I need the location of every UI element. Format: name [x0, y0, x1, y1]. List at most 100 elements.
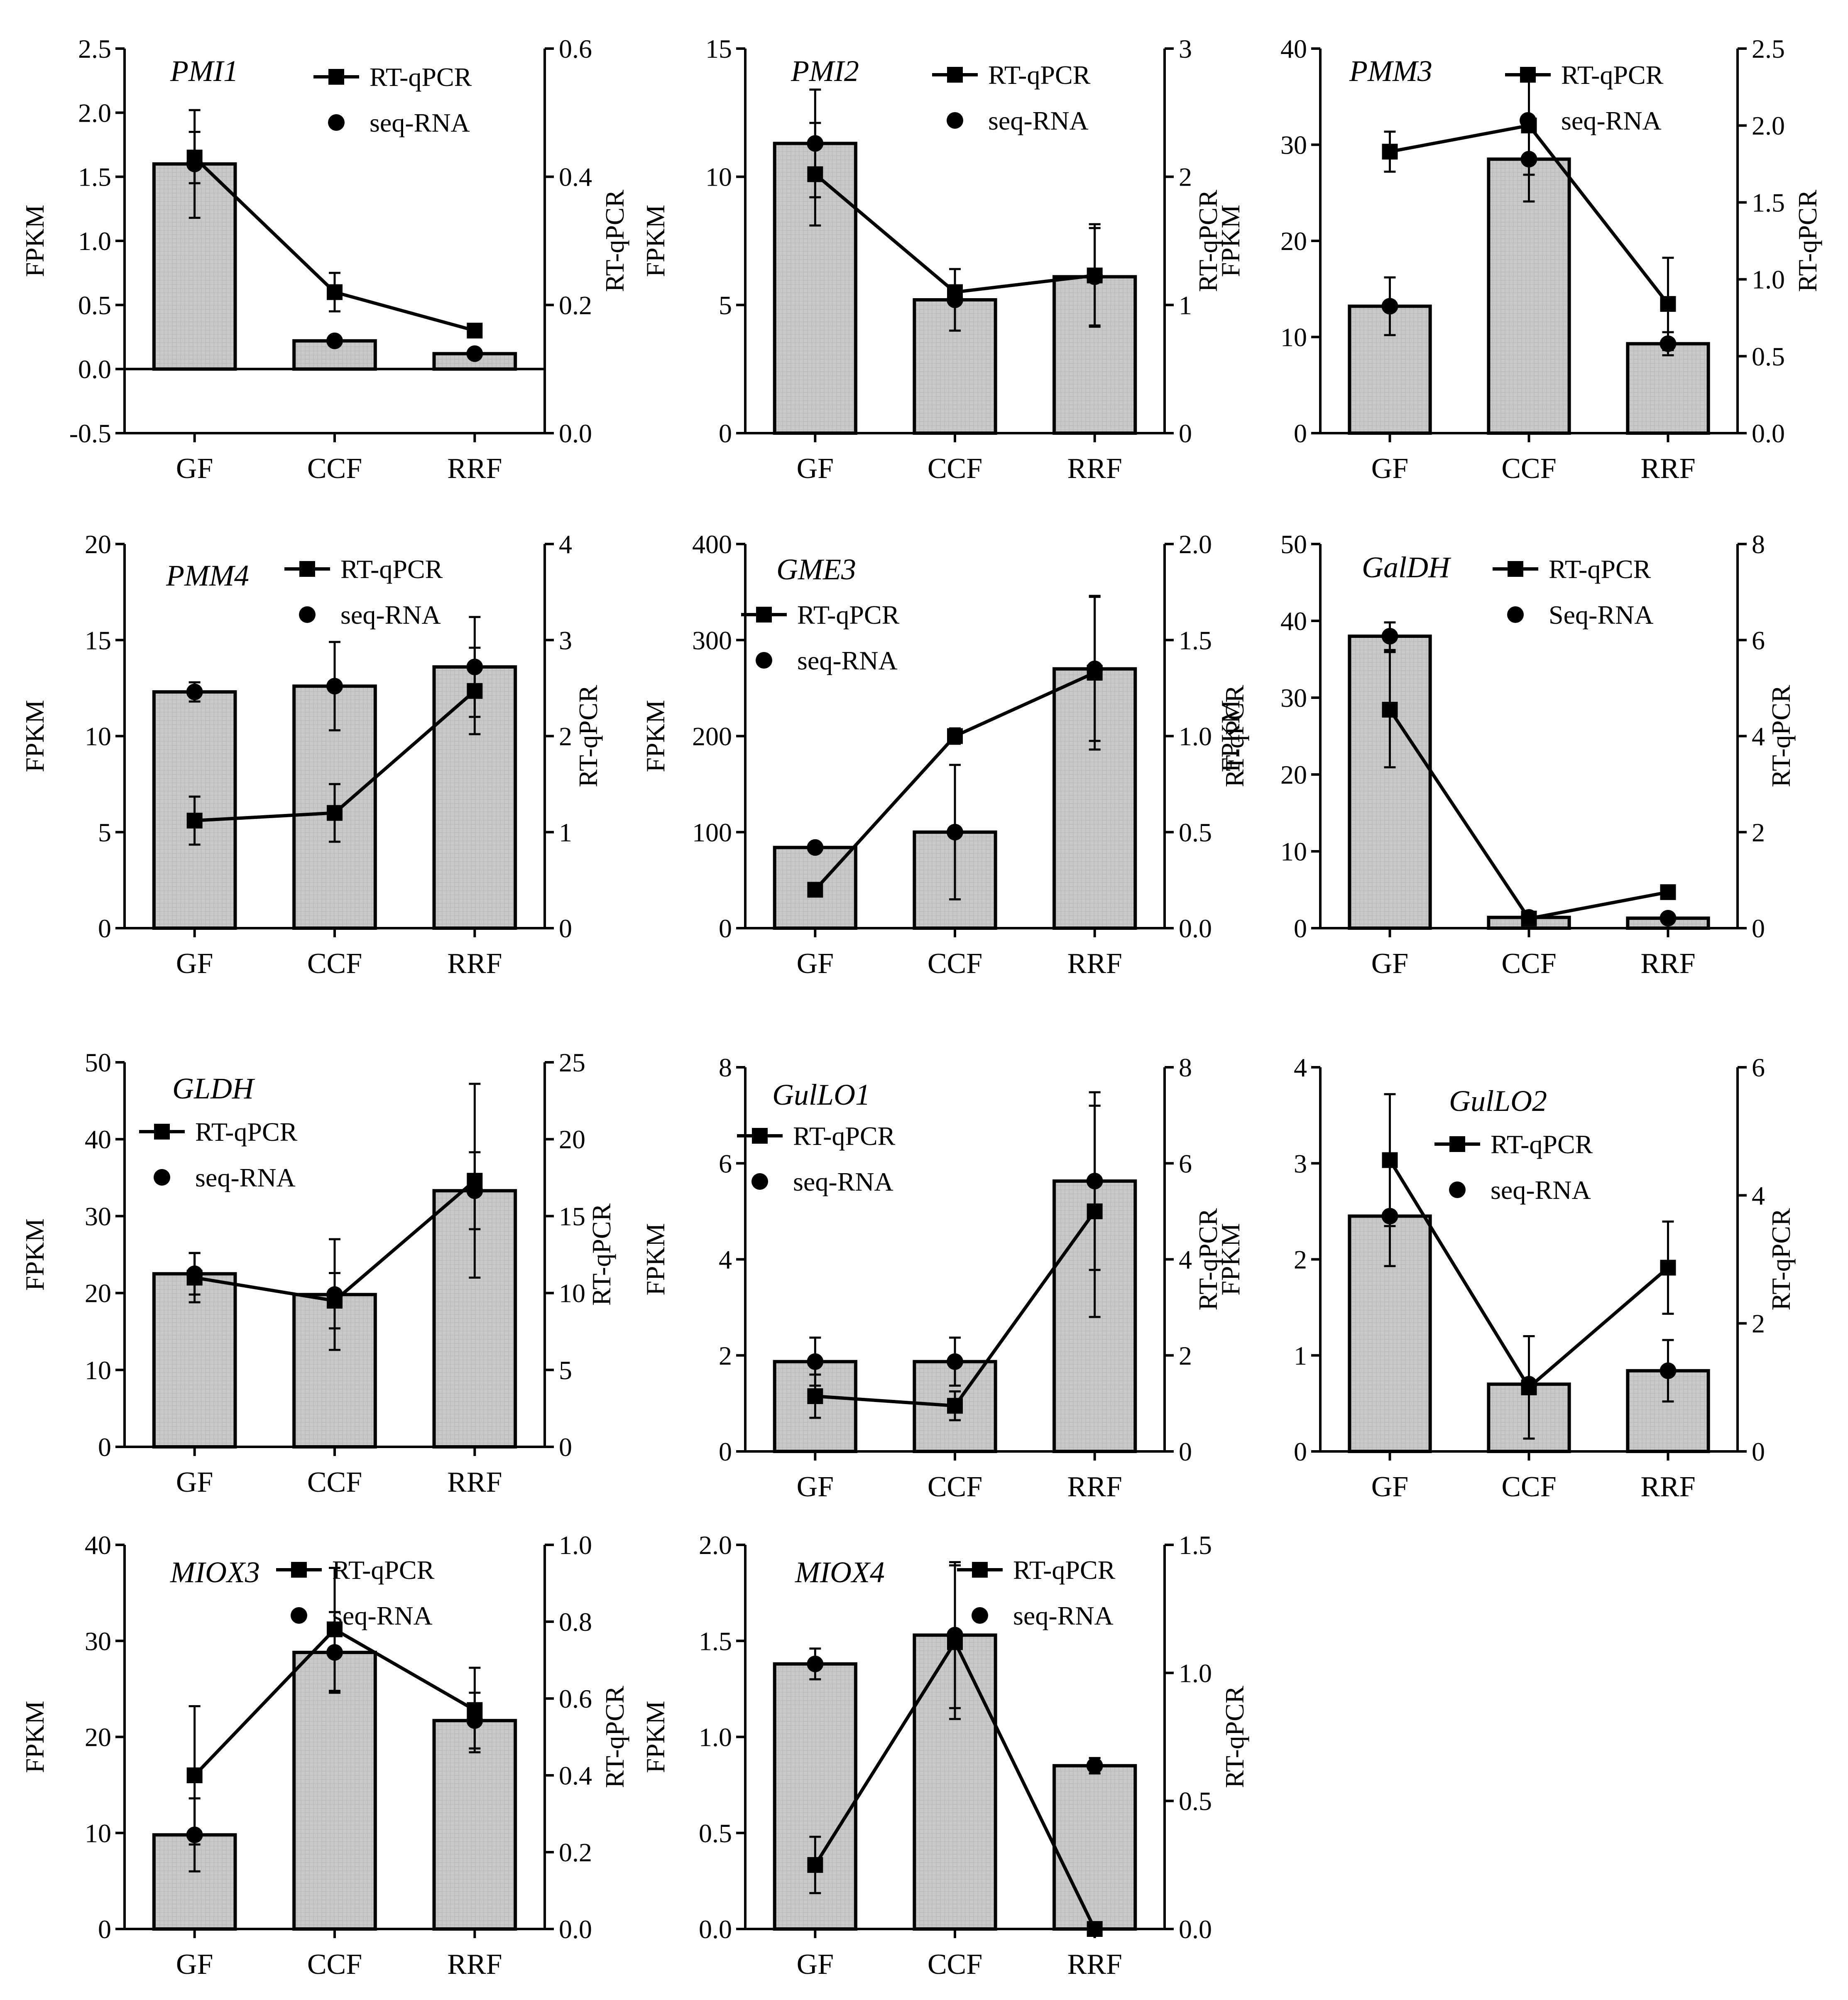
x-tick-label: RRF: [1640, 1471, 1695, 1503]
seq-rna-point-ccf: [326, 1644, 343, 1661]
legend-label-rt-qpcr: RT-qPCR: [1491, 1130, 1593, 1159]
y-tick-label: 0.0: [78, 355, 111, 384]
seq-rna-point-ccf: [326, 678, 343, 695]
rt-qpcr-point-gf: [1382, 144, 1398, 160]
x-tick-label: RRF: [1067, 1949, 1122, 1980]
x-tick-label: RRF: [1640, 453, 1695, 485]
legend: RT-qPCR seq-RNA: [737, 1121, 896, 1196]
y2-tick-label: 3: [1179, 34, 1192, 64]
x-tick-label: GF: [797, 1949, 834, 1980]
y2-axis-title: RT-qPCR: [1220, 685, 1249, 787]
y-tick-label: 0: [719, 1437, 732, 1466]
y2-tick-label: 4: [1752, 722, 1765, 751]
y-tick-label: 40: [85, 1125, 111, 1154]
legend-square-icon: [972, 1562, 988, 1578]
y2-tick-label: 0.8: [559, 1607, 592, 1637]
seq-rna-point-rrf: [1086, 268, 1103, 285]
y-axis-title: FPKM: [1216, 700, 1245, 772]
rt-qpcr-point-gf: [186, 813, 203, 828]
seq-rna-point-gf: [807, 1655, 824, 1672]
x-tick-label: RRF: [447, 948, 502, 980]
y-axis-title: FPKM: [641, 700, 670, 772]
rt-qpcr-point-gf: [807, 1388, 823, 1404]
chart-panels: -0.5 0.0 0.5 1.0 1.5 2.0 2.5 0.0 0.2 0.4 0.6 GF CCF R…: [20, 34, 1822, 1980]
chart-title: GME3: [776, 553, 856, 586]
y2-axis-title: RT-qPCR: [600, 190, 629, 292]
legend: RT-qPCR seq-RNA: [1434, 1130, 1593, 1205]
rt-qpcr-point-gf: [807, 166, 823, 182]
chart-pmm4: 0 5 10 15 20 0 1 2 3 4 GF CCF RRF FPKM RT-qPCR PMM4 RT-q…: [20, 529, 603, 980]
y-tick-label: 4: [719, 1245, 732, 1275]
legend-label-seq-rna: seq-RNA: [797, 646, 898, 675]
y2-tick-label: 2: [1179, 1341, 1192, 1370]
x-tick-label: GF: [176, 453, 213, 485]
rt-qpcr-point-gf: [186, 1767, 203, 1783]
x-tick-label: CCF: [307, 453, 362, 485]
y2-tick-label: 3: [559, 625, 572, 655]
legend-label-seq-rna: seq-RNA: [1013, 1601, 1114, 1630]
seq-rna-point-ccf: [326, 1286, 343, 1303]
seq-rna-point-rrf: [1660, 1362, 1677, 1379]
y-axis-title: FPKM: [641, 205, 670, 277]
y-axis-title: FPKM: [20, 1218, 49, 1291]
chart-miox4: 0.0 0.5 1.0 1.5 2.0 0.0 0.5 1.0 1.5 GF CCF RRF FPKM R…: [641, 1530, 1249, 1980]
y-axis-title: FPKM: [20, 1701, 49, 1773]
seq-rna-point-rrf: [1086, 1173, 1103, 1190]
y2-axis-title: RT-qPCR: [1193, 190, 1223, 292]
legend-dot-icon: [328, 114, 345, 131]
legend-dot-icon: [947, 112, 963, 129]
legend-square-icon: [1508, 561, 1523, 577]
legend-square-icon: [752, 1128, 768, 1144]
seq-rna-point-gf: [186, 155, 203, 172]
x-tick-label: RRF: [1067, 1471, 1122, 1503]
legend-label-rt-qpcr: RT-qPCR: [340, 554, 443, 584]
x-tick-label: CCF: [1501, 453, 1556, 485]
legend-label-rt-qpcr: RT-qPCR: [195, 1117, 298, 1147]
y2-tick-label: 0.5: [1752, 342, 1785, 371]
y2-tick-label: 1: [1179, 290, 1192, 320]
y-tick-label: 20: [85, 1723, 111, 1752]
y-tick-label: 30: [85, 1201, 111, 1231]
x-tick-label: CCF: [928, 453, 982, 485]
y-tick-label: 40: [1280, 606, 1307, 636]
legend: RT-qPCR Seq-RNA: [1493, 554, 1653, 630]
chart-pmi2: 0 5 10 15 0 1 2 3 GF CCF RRF FPKM RT-qPCR PMI2 RT-qPCR…: [641, 34, 1223, 485]
seq-rna-point-rrf: [1660, 909, 1677, 926]
legend-square-icon: [756, 607, 772, 623]
y-tick-label: 0.5: [78, 290, 111, 320]
x-tick-label: GF: [1371, 1471, 1408, 1503]
y-tick-label: 30: [85, 1626, 111, 1656]
legend-label-seq-rna: seq-RNA: [988, 106, 1089, 135]
y2-tick-label: 25: [559, 1048, 585, 1077]
rt-qpcr-point-ccf: [947, 1398, 963, 1414]
legend-dot-icon: [751, 1173, 768, 1190]
chart-pmm3: 0 10 20 30 40 0.0 0.5 1.0 1.5 2.0 2.5 GF CCF RRF FPKM R…: [1216, 34, 1822, 485]
y2-tick-label: 6: [1752, 625, 1765, 655]
y-tick-label: 6: [719, 1149, 732, 1178]
bar-rrf: [432, 1719, 517, 1931]
x-tick-label: GF: [176, 948, 213, 980]
y-tick-label: 1.0: [78, 226, 111, 256]
chart-gullo1: 0 2 4 6 8 0 2 4 6 8 GF CCF RRF FPKM RT-qPCR GulLO1 RT-qP…: [641, 1053, 1223, 1503]
y-tick-label: 20: [1280, 760, 1307, 789]
legend-square-icon: [1520, 67, 1536, 83]
rt-qpcr-point-gf: [1382, 701, 1398, 718]
y2-tick-label: 1.0: [1179, 1658, 1212, 1688]
y2-axis-title: RT-qPCR: [587, 1203, 616, 1306]
x-tick-label: CCF: [307, 948, 362, 980]
y-tick-label: 2.0: [699, 1530, 732, 1560]
legend-label-seq-rna: Seq-RNA: [1549, 600, 1653, 630]
y2-tick-label: 8: [1179, 1053, 1192, 1082]
y2-tick-label: 0.0: [1179, 914, 1212, 943]
seq-rna-point-rrf: [1086, 1757, 1103, 1774]
y2-tick-label: 1.0: [559, 1530, 592, 1560]
legend-dot-icon: [154, 1169, 170, 1186]
y-tick-label: 50: [1280, 529, 1307, 559]
legend-dot-icon: [291, 1607, 307, 1624]
bar-rrf: [1626, 342, 1710, 435]
y2-tick-label: 8: [1752, 529, 1765, 559]
y-tick-label: 20: [85, 1279, 111, 1308]
legend-dot-icon: [756, 652, 772, 669]
legend-label-seq-rna: seq-RNA: [195, 1163, 296, 1192]
y2-tick-label: 1.5: [1179, 625, 1212, 655]
